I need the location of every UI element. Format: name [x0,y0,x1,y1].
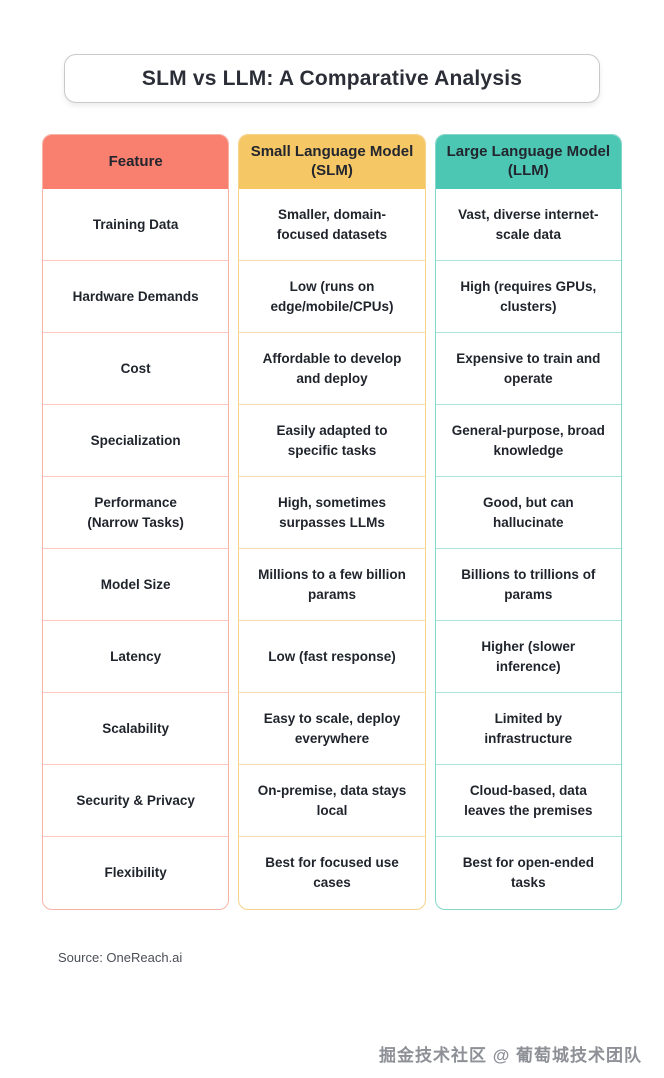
table-cell: Easy to scale, deploy everywhere [239,693,425,765]
table-cell: Smaller, domain-focused datasets [239,189,425,261]
column-feature: Feature Training Data Hardware Demands C… [42,134,230,910]
column-header-feature: Feature [43,135,229,189]
table-cell: On-premise, data stays local [239,765,425,837]
table-cell: Latency [43,621,229,693]
table-cell: Cost [43,333,229,405]
infographic-page: SLM vs LLM: A Comparative Analysis Featu… [0,54,664,1065]
table-cell: Best for focused use cases [265,855,399,890]
column-llm: Large Language Model (LLM) Vast, diverse… [434,134,622,910]
table-cell: Low (fast response) [239,621,425,693]
table-cell: Flexibility [104,865,167,881]
table-cell: High (requires GPUs, clusters) [435,261,621,333]
table-cell: Expensive to train and operate [435,333,621,405]
watermark-text: 掘金技术社区 @ 葡萄城技术团队 [378,1046,642,1065]
table-cell: Best for open-ended tasks [462,855,594,890]
table-cell: Scalability [43,693,229,765]
column-slm: Small Language Model (SLM) Smaller, doma… [238,134,426,910]
table-cell: Easily adapted to specific tasks [239,405,425,477]
column-header-llm: Large Language Model (LLM) [435,135,621,189]
table-cell: Performance (Narrow Tasks) [43,477,229,549]
comparison-table: Feature Training Data Hardware Demands C… [42,134,622,910]
table-cell: Higher (slower inference) [435,621,621,693]
table-cell: Hardware Demands [43,261,229,333]
table-cell: Security & Privacy [43,765,229,837]
column-header-slm: Small Language Model (SLM) [239,135,425,189]
table-cell: Model Size [43,549,229,621]
table-cell: Limited by infrastructure [435,693,621,765]
table-cell: Specialization [43,405,229,477]
table-cell: Millions to a few billion params [239,549,425,621]
table-cell: Low (runs on edge/mobile/CPUs) [239,261,425,333]
table-cell: Good, but can hallucinate [435,477,621,549]
table-cell: General-purpose, broad knowledge [435,405,621,477]
title-card: SLM vs LLM: A Comparative Analysis [64,54,600,103]
table-cell: Billions to trillions of params [435,549,621,621]
table-cell: Cloud-based, data leaves the premises [435,765,621,837]
table-cell: Vast, diverse internet-scale data [435,189,621,261]
source-text: Source: OneReach.ai [58,950,183,965]
page-title: SLM vs LLM: A Comparative Analysis [141,66,523,90]
table-cell: Affordable to develop and deploy [239,333,425,405]
table-cell: Training Data [43,189,229,261]
table-cell: High, sometimes surpasses LLMs [239,477,425,549]
